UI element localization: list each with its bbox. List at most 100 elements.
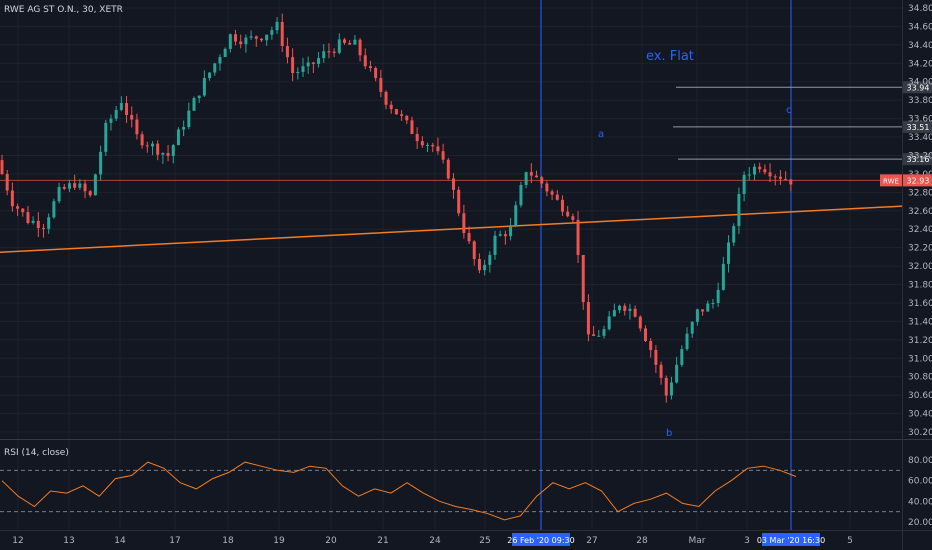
candle-body[interactable] — [488, 254, 492, 265]
candle-body[interactable] — [223, 48, 227, 58]
candle-body[interactable] — [597, 335, 601, 337]
candle-body[interactable] — [249, 36, 253, 38]
candle-body[interactable] — [254, 36, 258, 39]
candle-body[interactable] — [426, 144, 430, 146]
candle-body[interactable] — [581, 254, 585, 303]
candle-body[interactable] — [114, 109, 118, 119]
candle-body[interactable] — [586, 302, 590, 335]
candle-body[interactable] — [711, 302, 715, 304]
candle-body[interactable] — [150, 143, 154, 147]
candle-body[interactable] — [607, 316, 611, 330]
candle-body[interactable] — [119, 103, 123, 110]
candle-body[interactable] — [773, 176, 777, 178]
candle-body[interactable] — [727, 242, 731, 264]
candle-body[interactable] — [550, 191, 554, 195]
horizontal-levels[interactable]: 33.94 33.51 33.16 — [673, 81, 932, 166]
candle-body[interactable] — [26, 212, 30, 223]
candle-body[interactable] — [778, 176, 782, 179]
candle-body[interactable] — [161, 153, 165, 155]
candle-body[interactable] — [322, 51, 326, 59]
candle-body[interactable] — [73, 183, 77, 188]
candle-body[interactable] — [109, 118, 113, 123]
candle-body[interactable] — [483, 264, 487, 271]
price-axis[interactable]: 34.80 34.60 34.40 34.20 34.00 33.80 33.60 33.40… — [880, 4, 932, 438]
candle-body[interactable] — [535, 175, 539, 178]
candle-body[interactable] — [31, 220, 35, 223]
candle-body[interactable] — [446, 159, 450, 179]
candle-body[interactable] — [602, 329, 606, 336]
candle-body[interactable] — [368, 66, 372, 69]
candle-body[interactable] — [410, 120, 414, 134]
candle-body[interactable] — [498, 234, 502, 236]
candle-body[interactable] — [259, 38, 263, 41]
candle-body[interactable] — [737, 194, 741, 227]
candle-body[interactable] — [10, 190, 14, 207]
candle-body[interactable] — [514, 205, 518, 227]
candle-body[interactable] — [721, 263, 725, 290]
candle-body[interactable] — [529, 172, 533, 176]
candle-body[interactable] — [633, 308, 637, 317]
candle-body[interactable] — [669, 382, 673, 396]
candle-body[interactable] — [763, 169, 767, 173]
candle-body[interactable] — [628, 308, 632, 311]
candle-body[interactable] — [213, 63, 217, 73]
candle-body[interactable] — [742, 174, 746, 195]
candle-body[interactable] — [156, 143, 160, 155]
candle-body[interactable] — [239, 41, 243, 45]
candle-body[interactable] — [747, 174, 751, 176]
candle-body[interactable] — [93, 174, 97, 196]
candle-body[interactable] — [394, 109, 398, 115]
candle-body[interactable] — [208, 72, 212, 79]
candle-body[interactable] — [374, 68, 378, 79]
candle-body[interactable] — [638, 316, 642, 329]
candle-body[interactable] — [317, 58, 321, 64]
candle-body[interactable] — [415, 133, 419, 142]
candle-body[interactable] — [78, 183, 82, 188]
candle-body[interactable] — [130, 115, 134, 120]
candle-body[interactable] — [176, 129, 180, 146]
candle-body[interactable] — [52, 201, 56, 218]
candle-body[interactable] — [218, 57, 222, 64]
candle-body[interactable] — [5, 174, 9, 191]
candle-body[interactable] — [285, 45, 289, 58]
candle-body[interactable] — [182, 127, 186, 130]
candle-body[interactable] — [270, 30, 274, 35]
candle-body[interactable] — [83, 183, 87, 192]
candlestick-series[interactable] — [0, 13, 793, 403]
candle-body[interactable] — [659, 364, 663, 378]
candle-body[interactable] — [296, 71, 300, 73]
candle-body[interactable] — [784, 178, 788, 180]
candle-body[interactable] — [306, 62, 310, 67]
candle-body[interactable] — [384, 91, 388, 105]
candle-body[interactable] — [467, 232, 471, 242]
time-axis[interactable]: 12 13 14 17 18 19 20 21 24 25 26 Feb '20 09:30 27 28… — [12, 533, 853, 546]
candle-body[interactable] — [21, 208, 25, 213]
candle-body[interactable] — [695, 309, 699, 322]
candle-body[interactable] — [332, 51, 336, 53]
candle-body[interactable] — [166, 153, 170, 156]
candle-body[interactable] — [99, 151, 103, 175]
candle-body[interactable] — [363, 55, 367, 67]
candle-body[interactable] — [451, 178, 455, 190]
candle-body[interactable] — [0, 160, 4, 175]
candle-body[interactable] — [576, 219, 580, 255]
candle-body[interactable] — [234, 34, 238, 42]
candle-body[interactable] — [441, 151, 445, 160]
candle-body[interactable] — [311, 62, 315, 64]
candle-body[interactable] — [649, 341, 653, 351]
candle-body[interactable] — [462, 213, 466, 233]
candle-body[interactable] — [540, 177, 544, 184]
candle-body[interactable] — [192, 98, 196, 111]
candle-body[interactable] — [680, 349, 684, 365]
candle-body[interactable] — [685, 333, 689, 350]
candle-body[interactable] — [140, 134, 144, 146]
candle-body[interactable] — [379, 78, 383, 92]
candle-body[interactable] — [244, 37, 248, 45]
candle-body[interactable] — [493, 235, 497, 255]
candle-body[interactable] — [36, 220, 40, 229]
candle-body[interactable] — [275, 21, 279, 31]
candle-body[interactable] — [612, 310, 616, 317]
candle-body[interactable] — [327, 51, 331, 53]
candle-body[interactable] — [509, 226, 513, 237]
candle-body[interactable] — [716, 289, 720, 303]
